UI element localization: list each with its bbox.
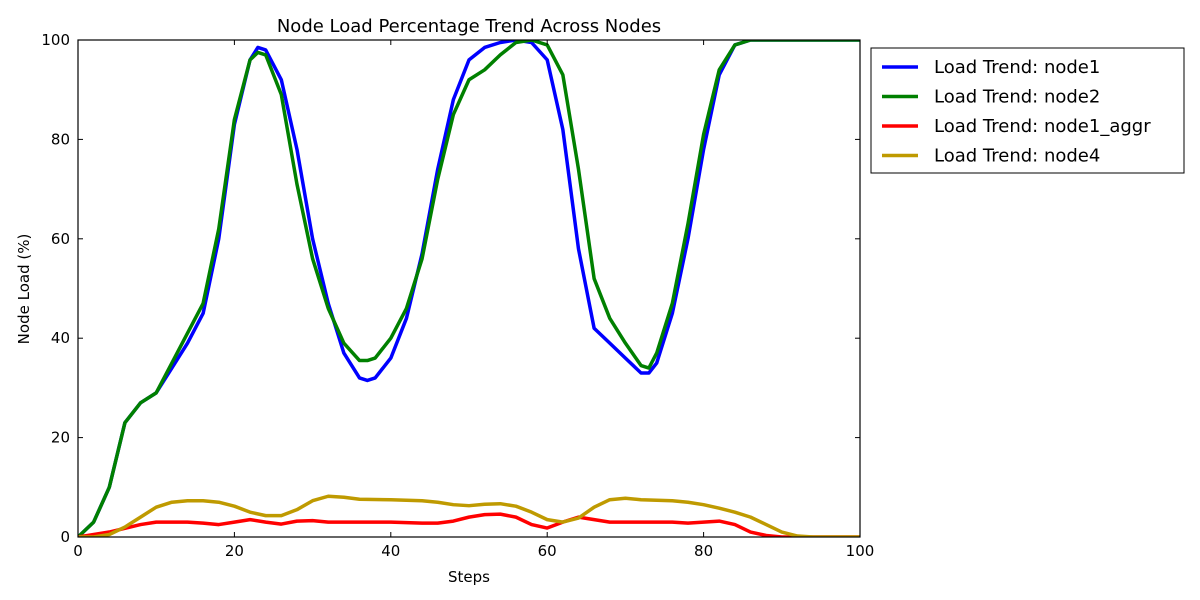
y-tick-label: 60 (51, 230, 70, 248)
x-tick-label: 100 (846, 542, 875, 560)
x-tick-label: 80 (694, 542, 713, 560)
y-tick-label: 20 (51, 429, 70, 447)
series-lines (78, 40, 860, 537)
legend: Load Trend: node1 Load Trend: node2 Load T… (870, 47, 1185, 174)
x-tick-label: 20 (225, 542, 244, 560)
series-line-2 (78, 40, 860, 537)
legend-label: Load Trend: node1_aggr (934, 116, 1151, 137)
x-tick-label: 60 (538, 542, 557, 560)
y-tick-label: 80 (51, 130, 70, 148)
legend-label: Load Trend: node2 (934, 87, 1100, 108)
plot-area (77, 39, 861, 538)
x-tick-label: 0 (73, 542, 83, 560)
y-axis-ticks: 0 20 40 60 80 100 (41, 31, 860, 546)
series-line-4 (78, 494, 860, 537)
y-tick-label: 40 (51, 329, 70, 347)
y-tick-label: 100 (41, 31, 70, 49)
x-axis-ticks: 0 20 40 60 80 100 (73, 40, 874, 560)
legend-label: Load Trend: node4 (934, 146, 1100, 167)
y-tick-label: 0 (60, 528, 70, 546)
chart-title: Node Load Percentage Trend Across Nodes (277, 16, 661, 37)
legend-label: Load Trend: node1 (934, 57, 1100, 78)
x-tick-label: 40 (381, 542, 400, 560)
plot-frame (77, 39, 861, 538)
legend-box (870, 47, 1185, 174)
y-axis-label: Node Load (%) (15, 234, 33, 345)
x-axis-label: Steps (448, 568, 490, 586)
series-line-1 (78, 40, 860, 537)
series-line-3 (78, 512, 860, 537)
